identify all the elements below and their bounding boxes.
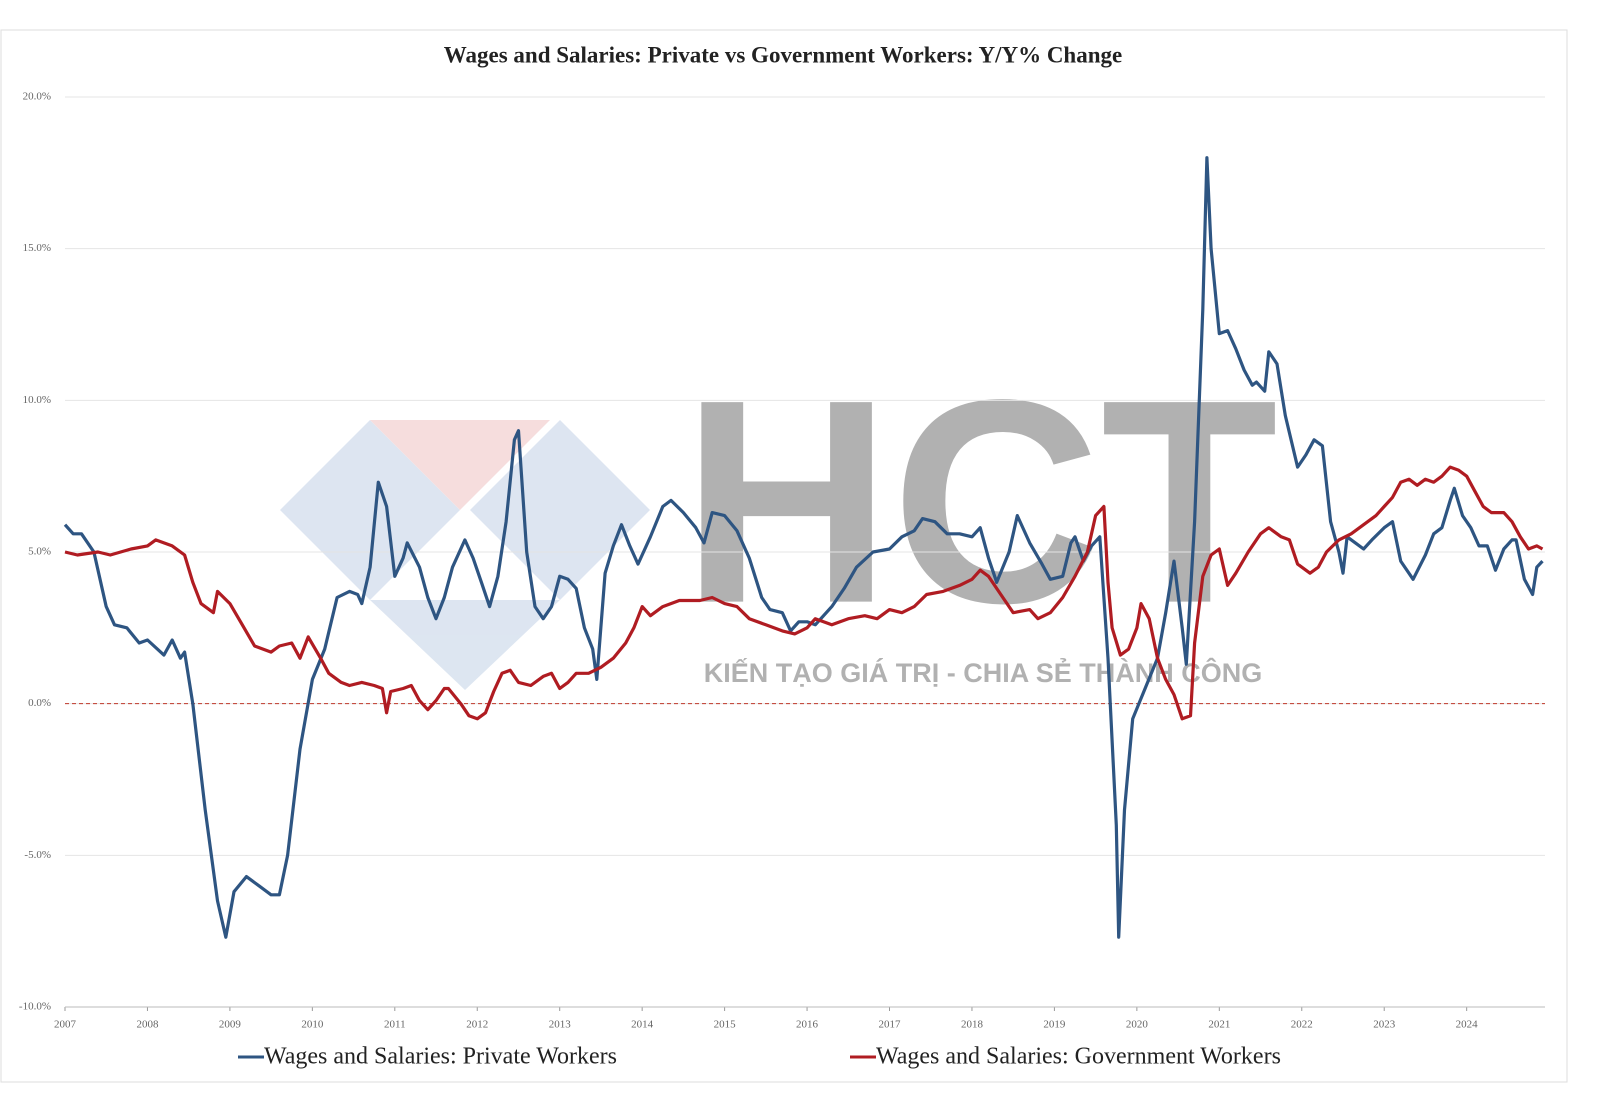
watermark: HCT KIẾN TẠO GIÁ TRỊ - CHIA SẺ THÀNH CÔN… bbox=[280, 340, 1278, 690]
x-tick-label: 2013 bbox=[549, 1019, 572, 1031]
series-line bbox=[63, 156, 1544, 939]
x-tick-label: 2021 bbox=[1208, 1019, 1230, 1031]
y-tick-label: 10.0% bbox=[23, 394, 51, 406]
y-tick-label: 20.0% bbox=[23, 91, 51, 103]
x-tick-label: 2016 bbox=[796, 1019, 819, 1031]
x-tick-label: 2011 bbox=[384, 1019, 406, 1031]
x-tick-label: 2015 bbox=[714, 1019, 737, 1031]
frame bbox=[0, 29, 1568, 1083]
x-tick-label: 2017 bbox=[879, 1019, 902, 1031]
legend-label: Wages and Salaries: Government Workers bbox=[876, 1044, 1281, 1070]
x-tick-label: 2022 bbox=[1291, 1019, 1313, 1031]
x-tick-label: 2007 bbox=[54, 1019, 77, 1031]
watermark-slogan: KIẾN TẠO GIÁ TRỊ - CHIA SẺ THÀNH CÔNG bbox=[704, 656, 1263, 688]
series-line bbox=[64, 465, 1544, 721]
y-tick-label: 0.0% bbox=[28, 697, 51, 709]
y-tick-label: 15.0% bbox=[23, 242, 51, 254]
x-tick-label: 2019 bbox=[1043, 1019, 1066, 1031]
logo-shape bbox=[370, 600, 560, 690]
x-tick-label: 2010 bbox=[301, 1019, 324, 1031]
x-tick-label: 2018 bbox=[961, 1019, 984, 1031]
x-tick-label: 2009 bbox=[219, 1019, 242, 1031]
chart-title: Wages and Salaries: Private vs Governmen… bbox=[444, 42, 1122, 67]
x-tick-label: 2020 bbox=[1126, 1019, 1149, 1031]
x-tick-label: 2008 bbox=[136, 1019, 159, 1031]
x-tick-label: 2014 bbox=[631, 1019, 654, 1031]
y-tick-label: 5.0% bbox=[28, 546, 51, 558]
x-tick-label: 2012 bbox=[466, 1019, 488, 1031]
x-tick-label: 2024 bbox=[1456, 1019, 1479, 1031]
logo-shape bbox=[470, 420, 650, 600]
legend-label: Wages and Salaries: Private Workers bbox=[264, 1044, 617, 1070]
logo-shape bbox=[370, 420, 550, 510]
x-tick-label: 2023 bbox=[1373, 1019, 1396, 1031]
y-tick-label: -10.0% bbox=[19, 1001, 51, 1013]
y-tick-label: -5.0% bbox=[24, 849, 51, 861]
